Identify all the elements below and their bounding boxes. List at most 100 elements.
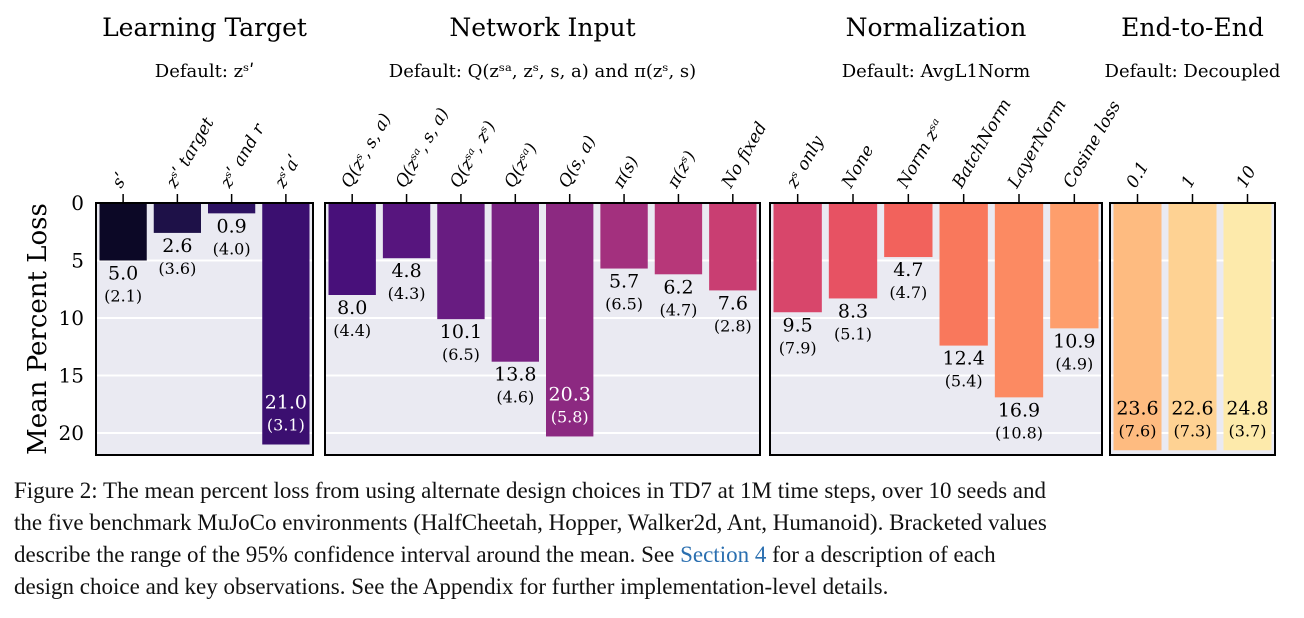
panel-default: Default: Decoupled bbox=[1105, 61, 1281, 82]
caption-line-4: design choice and key observations. See … bbox=[14, 574, 889, 599]
value-label: 7.6 bbox=[718, 292, 748, 314]
x-tick-label: Q(zˢᵃ) bbox=[500, 140, 541, 192]
section-link[interactable]: Section 4 bbox=[680, 542, 767, 567]
value-label: 12.4 bbox=[943, 348, 985, 370]
x-tick-label: None bbox=[838, 142, 879, 193]
value-label: 22.6 bbox=[1171, 397, 1213, 419]
ci-label: (4.9) bbox=[1055, 354, 1093, 373]
bar bbox=[1168, 203, 1217, 451]
bar bbox=[491, 203, 539, 362]
value-label: 9.5 bbox=[783, 314, 813, 336]
x-tick-label: No fixed bbox=[717, 119, 771, 193]
x-tick-label: Q(zˢᵃ, zˢ) bbox=[446, 118, 500, 192]
ci-label: (4.7) bbox=[659, 300, 697, 319]
ci-label: (2.8) bbox=[714, 316, 752, 335]
ci-label: (4.0) bbox=[213, 239, 251, 258]
x-tick-label: Norm zˢᵃ bbox=[893, 116, 949, 193]
bar bbox=[262, 203, 310, 445]
ci-label: (5.8) bbox=[551, 407, 589, 426]
caption-line-2: the five benchmark MuJoCo environments (… bbox=[14, 510, 1047, 535]
value-label: 23.6 bbox=[1116, 397, 1158, 419]
x-tick-label: 0.1 bbox=[1123, 158, 1154, 191]
x-tick-label: Cosine loss bbox=[1059, 97, 1125, 191]
ci-label: (5.1) bbox=[834, 324, 872, 343]
ci-label: (4.4) bbox=[333, 321, 371, 340]
bar bbox=[1050, 203, 1099, 329]
bar bbox=[828, 203, 878, 299]
x-tick-label: Q(s, a) bbox=[555, 132, 601, 191]
ci-label: (4.7) bbox=[889, 283, 927, 302]
x-tick-label: zˢʹ and r bbox=[216, 120, 269, 193]
panel-frame bbox=[324, 202, 761, 456]
ci-label: (6.5) bbox=[442, 345, 480, 364]
caption-line-3-start: describe the range of the 95% confidence… bbox=[14, 542, 681, 567]
value-label: 24.8 bbox=[1226, 397, 1268, 419]
value-label: 16.9 bbox=[998, 399, 1040, 421]
bar bbox=[208, 203, 256, 214]
y-tick-label: 20 bbox=[59, 421, 84, 445]
figure-chart: Mean Percent Loss 0 5 10 15 20 Learning Target… bbox=[23, 13, 1281, 456]
x-tick-label: zˢʹaʹ bbox=[270, 152, 305, 193]
panel-title: Normalization bbox=[846, 13, 1027, 42]
panel-title: End-to-End bbox=[1121, 13, 1264, 42]
panel-default: Default: AvgL1Norm bbox=[842, 61, 1030, 82]
value-label: 0.9 bbox=[217, 215, 247, 237]
bar bbox=[99, 203, 147, 261]
caption-line-3: describe the range of the 95% confidence… bbox=[14, 542, 996, 568]
caption-line-3-end: for a description of each bbox=[766, 542, 996, 567]
panel-background bbox=[770, 203, 1102, 455]
y-tick-label: 5 bbox=[71, 249, 84, 273]
bar bbox=[939, 203, 988, 346]
x-tick-label: π(zˢ) bbox=[663, 148, 700, 193]
y-tick-label: 0 bbox=[71, 191, 84, 215]
panel-frame bbox=[1109, 202, 1276, 456]
ci-label: (10.8) bbox=[995, 423, 1043, 442]
ci-label: (4.6) bbox=[496, 388, 534, 407]
value-label: 21.0 bbox=[265, 392, 307, 414]
value-label: 13.8 bbox=[494, 364, 536, 386]
bar bbox=[654, 203, 703, 275]
value-label: 6.2 bbox=[663, 276, 693, 298]
ci-label: (3.6) bbox=[158, 259, 196, 278]
panel-0: Learning Target Default: zˢʹ sʹ 5.0 (2.1) zˢʹ… bbox=[95, 13, 314, 456]
value-label: 10.9 bbox=[1053, 330, 1095, 352]
value-label: 2.6 bbox=[162, 235, 192, 257]
y-axis-label: Mean Percent Loss bbox=[23, 203, 53, 455]
value-label: 5.7 bbox=[609, 271, 639, 293]
bar bbox=[546, 203, 594, 437]
panel-frame bbox=[95, 202, 314, 456]
y-tick-label: 15 bbox=[59, 364, 84, 388]
y-tick-label: 10 bbox=[59, 306, 84, 330]
bar bbox=[773, 203, 822, 313]
panel-3: End-to-End Default: Decoupled 0.1 23.6 (7.6)… bbox=[1105, 13, 1281, 456]
bar bbox=[884, 203, 933, 258]
value-label: 4.8 bbox=[391, 260, 421, 282]
bar bbox=[1223, 203, 1272, 451]
x-tick-label: 10 bbox=[1233, 163, 1261, 192]
bar bbox=[709, 203, 757, 291]
x-tick-label: zˢʹ target bbox=[162, 114, 219, 192]
panel-frame bbox=[769, 202, 1103, 456]
panel-default: Default: Q(zˢᵃ, zˢ, s, a) and π(zˢ, s) bbox=[389, 61, 696, 82]
bar bbox=[328, 203, 376, 295]
ci-label: (7.6) bbox=[1119, 421, 1157, 440]
x-tick-label: Q(zˢ, s, a) bbox=[337, 110, 396, 191]
x-tick-label: sʹ bbox=[108, 170, 132, 192]
caption-line-1: Figure 2: The mean percent loss from usi… bbox=[14, 478, 1046, 503]
value-label: 8.3 bbox=[838, 300, 868, 322]
bar bbox=[994, 203, 1044, 398]
value-label: 8.0 bbox=[337, 297, 367, 319]
x-tick-label: 1 bbox=[1178, 172, 1201, 191]
value-label: 20.3 bbox=[549, 383, 591, 405]
ci-label: (7.9) bbox=[779, 338, 817, 357]
bar bbox=[437, 203, 485, 320]
panel-2: Normalization Default: AvgL1Norm zˢ only 9.… bbox=[769, 13, 1125, 456]
value-label: 10.1 bbox=[440, 321, 482, 343]
bar bbox=[153, 203, 201, 233]
value-label: 4.7 bbox=[893, 259, 923, 281]
x-tick-label: Q(zˢᵃ, s, a) bbox=[392, 105, 454, 192]
bar bbox=[382, 203, 431, 259]
ci-label: (5.4) bbox=[945, 372, 983, 391]
x-tick-label: π(s) bbox=[609, 153, 643, 193]
bar bbox=[1113, 203, 1162, 451]
